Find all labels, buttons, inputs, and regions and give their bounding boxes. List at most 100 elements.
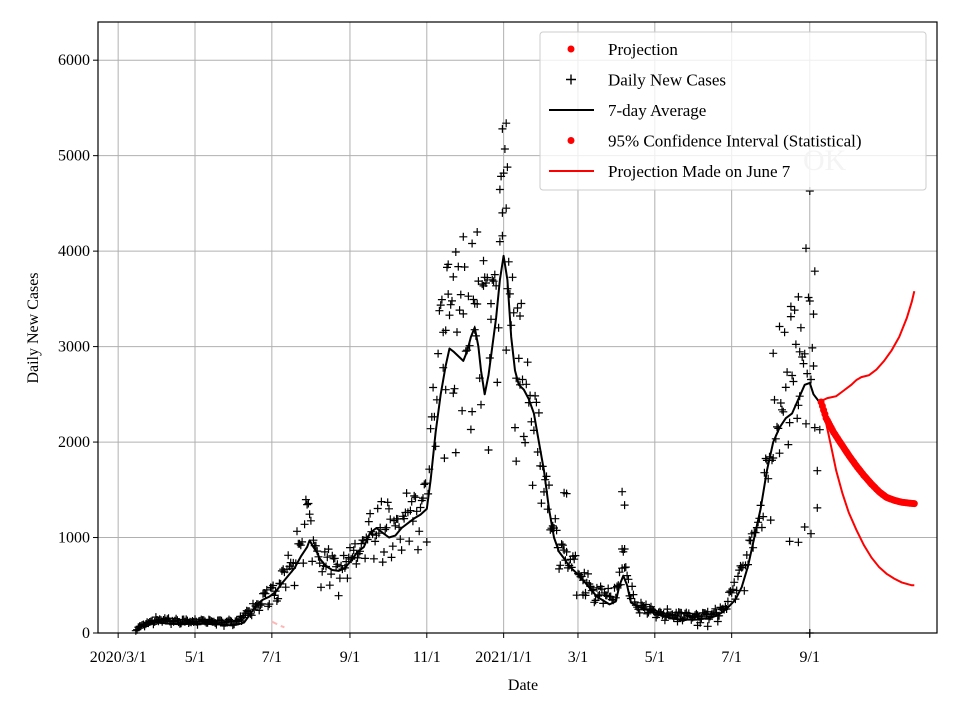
case-marker xyxy=(325,581,334,590)
case-marker xyxy=(730,578,739,587)
case-marker xyxy=(304,499,313,508)
case-marker xyxy=(512,457,521,466)
y-tick-label: 2000 xyxy=(58,434,90,451)
case-marker xyxy=(217,616,226,625)
case-marker xyxy=(780,328,789,337)
case-marker xyxy=(807,375,815,384)
case-marker xyxy=(377,497,386,506)
case-marker xyxy=(290,581,299,590)
case-marker xyxy=(458,406,467,415)
case-marker xyxy=(788,371,797,380)
case-marker xyxy=(562,489,571,498)
y-axis-title: Daily New Cases xyxy=(25,272,42,383)
case-marker xyxy=(436,301,445,310)
case-marker xyxy=(380,548,388,556)
case-marker xyxy=(426,424,435,433)
y-tick-label: 0 xyxy=(82,625,90,642)
case-marker xyxy=(437,295,446,304)
case-marker xyxy=(296,541,305,550)
case-marker xyxy=(309,536,318,545)
case-marker xyxy=(468,239,477,248)
case-marker xyxy=(445,311,454,320)
case-marker xyxy=(779,407,788,416)
plot-frame xyxy=(97,21,938,634)
case-marker xyxy=(784,440,793,449)
case-marker xyxy=(562,547,571,556)
case-marker xyxy=(303,500,312,509)
legend-plus-marker xyxy=(566,74,576,85)
case-marker xyxy=(327,570,336,579)
case-marker xyxy=(766,516,775,525)
case-marker xyxy=(388,542,397,551)
case-marker xyxy=(592,583,601,592)
legend: Projection Daily New Cases 7-day Average 95… xyxy=(539,31,927,191)
case-marker xyxy=(621,563,630,572)
case-marker xyxy=(511,423,519,432)
case-marker xyxy=(620,545,629,553)
case-marker xyxy=(484,446,493,454)
case-marker xyxy=(349,546,358,555)
case-marker xyxy=(352,559,361,568)
case-marker xyxy=(778,405,786,414)
case-marker xyxy=(405,537,414,546)
case-marker xyxy=(776,399,785,407)
case-marker xyxy=(369,554,378,563)
case-marker xyxy=(757,523,766,532)
old-projection-line xyxy=(271,620,285,629)
case-marker xyxy=(795,347,804,356)
case-marker xyxy=(663,605,672,614)
case-marker xyxy=(531,391,540,400)
case-marker xyxy=(620,501,629,510)
case-marker xyxy=(802,244,810,253)
case-marker xyxy=(783,368,792,377)
case-marker xyxy=(518,375,527,384)
x-tick-label: 11/1 xyxy=(413,649,441,666)
case-marker xyxy=(508,273,517,282)
case-marker xyxy=(488,275,497,284)
case-marker xyxy=(299,559,308,568)
case-marker xyxy=(449,272,458,281)
case-marker xyxy=(470,299,479,308)
case-marker xyxy=(498,231,507,240)
case-marker xyxy=(391,521,400,530)
case-marker xyxy=(441,385,450,394)
x-tick-label: 2021/1/1 xyxy=(475,649,532,666)
case-marker xyxy=(815,425,824,434)
case-marker xyxy=(528,481,537,490)
case-marker xyxy=(284,551,293,560)
case-marker xyxy=(255,606,264,615)
case-marker xyxy=(478,280,487,289)
case-marker xyxy=(791,340,800,349)
case-marker xyxy=(330,554,339,563)
case-marker xyxy=(451,248,460,256)
case-marker xyxy=(334,591,343,600)
case-marker xyxy=(373,504,382,513)
case-marker xyxy=(620,563,629,572)
case-marker xyxy=(794,292,803,301)
case-marker xyxy=(789,377,798,386)
case-marker xyxy=(534,408,543,417)
case-marker xyxy=(623,571,632,580)
case-marker xyxy=(785,537,794,546)
case-marker xyxy=(324,545,333,554)
case-marker xyxy=(761,454,770,463)
daily-cases-series xyxy=(131,119,824,637)
case-marker xyxy=(306,516,315,525)
case-marker xyxy=(727,588,736,597)
case-marker xyxy=(439,328,448,337)
case-marker xyxy=(382,523,391,532)
case-marker xyxy=(785,418,794,427)
legend-dot-marker xyxy=(567,137,575,144)
case-marker xyxy=(434,349,443,358)
case-marker xyxy=(473,228,482,236)
case-marker xyxy=(628,582,637,591)
case-marker xyxy=(804,293,813,302)
case-marker xyxy=(790,306,799,315)
case-marker xyxy=(493,378,502,387)
case-marker xyxy=(448,296,456,305)
case-marker xyxy=(483,273,492,282)
case-marker xyxy=(503,163,512,172)
old-projection-group xyxy=(271,620,285,629)
seven-day-average-line xyxy=(135,254,820,631)
case-marker xyxy=(728,585,737,594)
